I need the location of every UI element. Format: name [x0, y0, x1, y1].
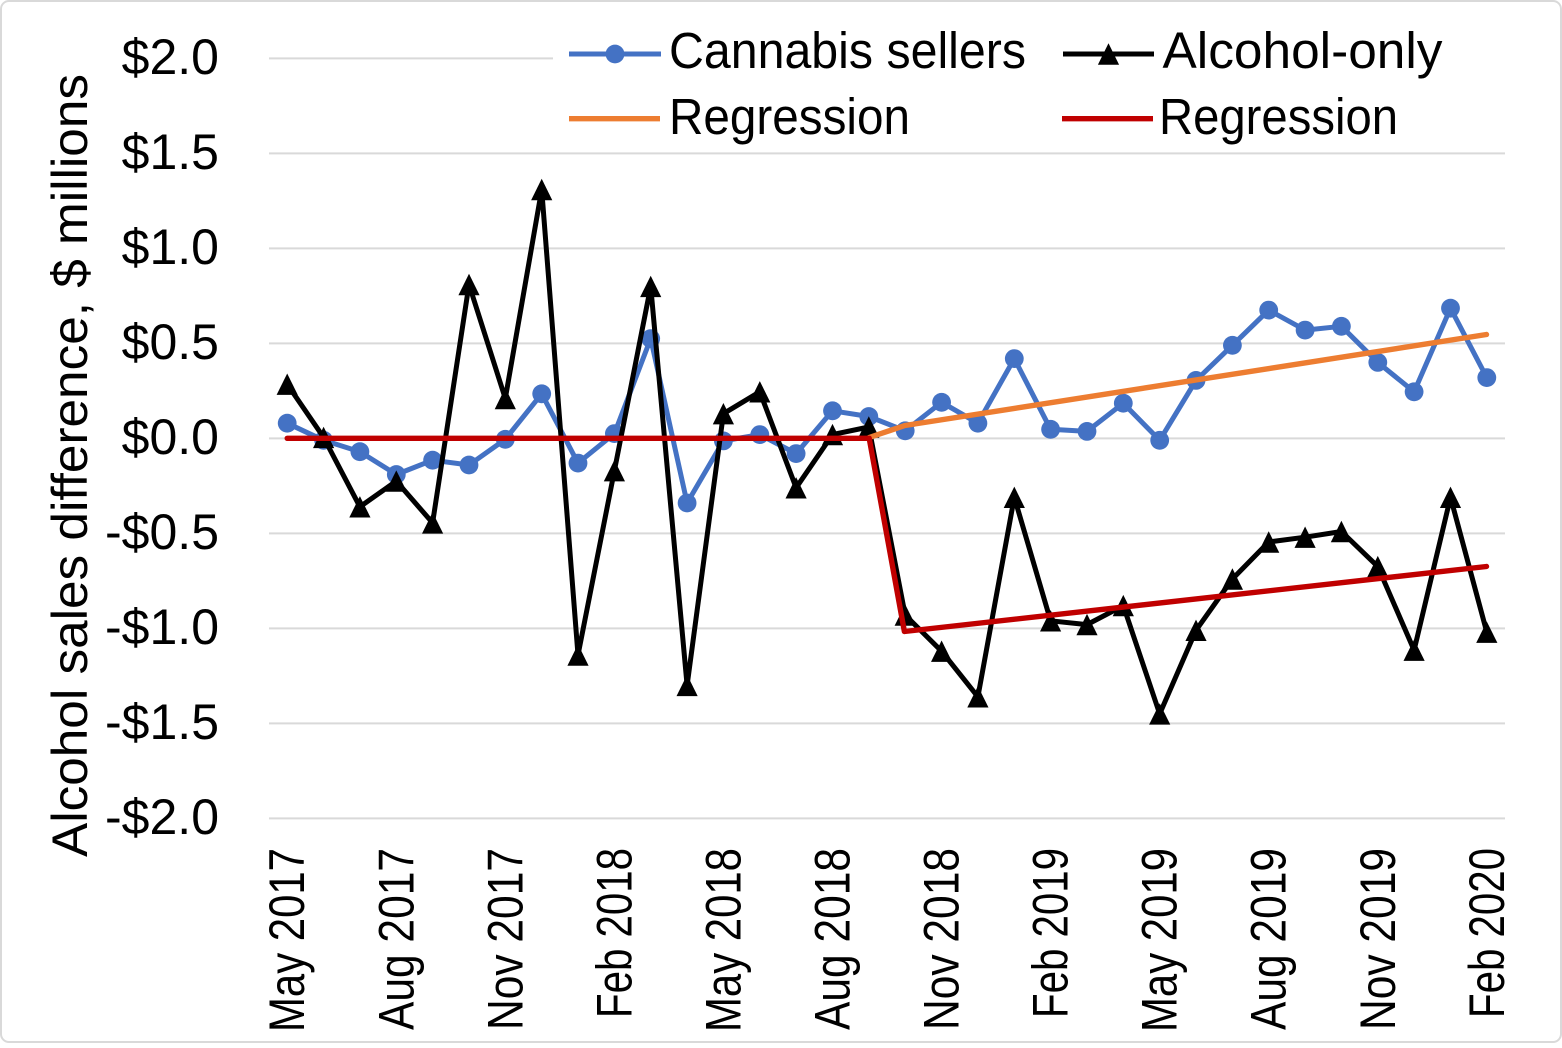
svg-text:-$0.5: -$0.5 — [105, 504, 219, 560]
svg-text:Nov 2017: Nov 2017 — [477, 848, 533, 1030]
svg-text:$0.0: $0.0 — [122, 409, 219, 465]
svg-text:Cannabis sellers: Cannabis sellers — [669, 22, 1026, 79]
svg-text:-$1.0: -$1.0 — [105, 599, 219, 655]
svg-text:Feb 2019: Feb 2019 — [1023, 848, 1079, 1018]
svg-text:May 2018: May 2018 — [695, 848, 751, 1032]
svg-text:$1.0: $1.0 — [122, 219, 219, 275]
svg-text:Alcohol sales difference, $ mi: Alcohol sales difference, $ millions — [42, 74, 98, 857]
svg-text:$0.5: $0.5 — [122, 314, 219, 370]
svg-text:Nov 2018: Nov 2018 — [914, 848, 970, 1030]
svg-text:Alcohol-only: Alcohol-only — [1163, 22, 1444, 79]
svg-text:Aug 2017: Aug 2017 — [368, 848, 424, 1030]
svg-text:Aug 2018: Aug 2018 — [805, 848, 861, 1030]
svg-text:Regression: Regression — [1159, 88, 1398, 145]
svg-text:Aug 2019: Aug 2019 — [1241, 848, 1297, 1030]
svg-text:-$2.0: -$2.0 — [105, 789, 219, 845]
svg-text:Regression: Regression — [669, 88, 910, 145]
svg-text:May 2019: May 2019 — [1132, 848, 1188, 1032]
svg-text:May 2017: May 2017 — [259, 848, 315, 1032]
svg-text:-$1.5: -$1.5 — [105, 694, 219, 750]
svg-text:Feb 2018: Feb 2018 — [586, 848, 642, 1018]
svg-text:Nov 2019: Nov 2019 — [1350, 848, 1406, 1030]
svg-text:Feb 2020: Feb 2020 — [1459, 848, 1515, 1018]
svg-text:$2.0: $2.0 — [122, 29, 219, 85]
svg-text:$1.5: $1.5 — [122, 124, 219, 180]
